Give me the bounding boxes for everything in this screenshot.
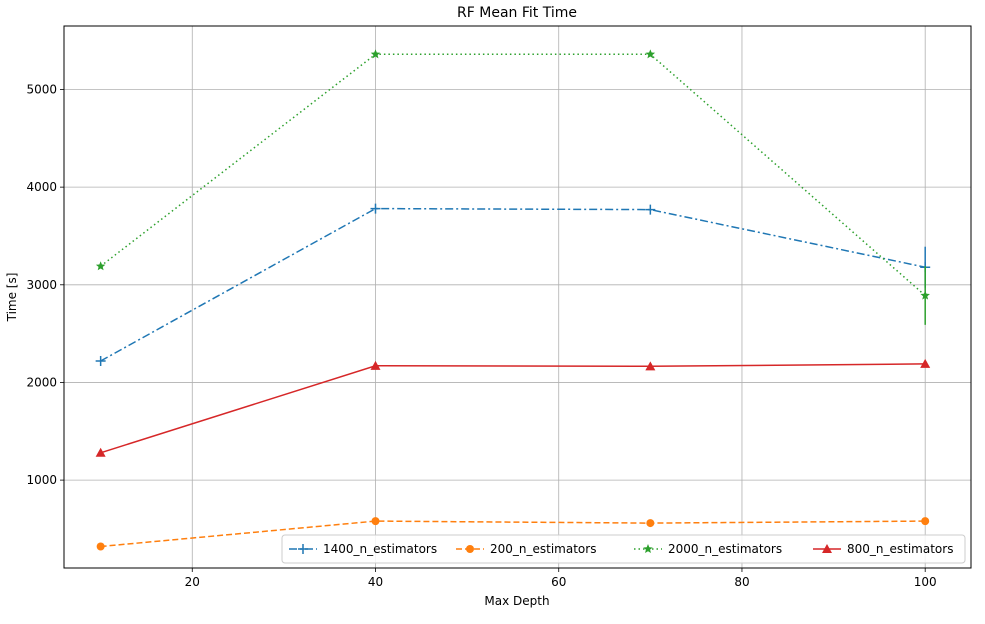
series-line xyxy=(100,207,926,362)
y-axis-label: Time [s] xyxy=(5,273,19,323)
data-point xyxy=(646,519,655,528)
legend-frame xyxy=(281,534,966,564)
data-point xyxy=(370,49,381,59)
series-2000_n_estimators xyxy=(95,49,930,325)
y-tick-label: 4000 xyxy=(26,180,57,194)
series-line xyxy=(100,53,926,297)
x-tick-label: 100 xyxy=(914,575,937,589)
data-point xyxy=(921,517,930,526)
x-tick-label: 60 xyxy=(551,575,566,589)
legend-item: 2000_n_estimators xyxy=(634,542,782,556)
legend-swatch-marker xyxy=(643,544,653,554)
data-point xyxy=(645,361,656,371)
data-point xyxy=(370,203,381,214)
series-layer xyxy=(95,49,931,551)
legend-item: 800_n_estimators xyxy=(813,542,953,556)
data-point xyxy=(920,290,930,300)
legend-label: 800_n_estimators xyxy=(847,542,953,556)
legend-label: 200_n_estimators xyxy=(490,542,596,556)
legend-label: 1400_n_estimators xyxy=(323,542,437,556)
data-point xyxy=(645,204,656,215)
data-point xyxy=(95,261,106,271)
legend-label: 2000_n_estimators xyxy=(668,542,782,556)
x-axis-label: Max Depth xyxy=(484,594,549,608)
legend-swatch-marker xyxy=(466,545,474,553)
series-line xyxy=(100,363,926,454)
x-tick-label: 80 xyxy=(734,575,749,589)
y-tick-label: 5000 xyxy=(26,82,57,96)
data-point xyxy=(370,360,381,370)
legend-items: 1400_n_estimators 200_n_estimators 2000_n_… xyxy=(289,542,953,556)
x-tick-label: 40 xyxy=(368,575,383,589)
legend-swatch-marker xyxy=(822,544,832,553)
series-line xyxy=(100,520,926,548)
legend-swatch-marker xyxy=(298,544,308,554)
data-point xyxy=(95,355,106,366)
ticks: 20 40 60 80 100 1000 2000 3000 4000 5000 xyxy=(26,82,936,589)
chart-title: RF Mean Fit Time xyxy=(457,5,577,21)
x-tick-label: 20 xyxy=(185,575,200,589)
y-tick-label: 2000 xyxy=(26,375,57,389)
data-point xyxy=(645,49,656,59)
y-tick-label: 1000 xyxy=(26,473,57,487)
legend: 1400_n_estimators 200_n_estimators 2000_n_… xyxy=(281,534,966,564)
data-point xyxy=(920,358,931,368)
grid xyxy=(64,26,971,568)
data-point xyxy=(371,517,380,526)
series-200_n_estimators xyxy=(96,517,930,551)
legend-item: 200_n_estimators xyxy=(456,542,596,556)
data-point xyxy=(95,447,106,457)
data-point xyxy=(96,542,105,551)
y-tick-label: 3000 xyxy=(26,278,57,292)
plot-frame xyxy=(63,25,972,569)
legend-item: 1400_n_estimators xyxy=(289,542,437,556)
series-800_n_estimators xyxy=(95,358,931,457)
